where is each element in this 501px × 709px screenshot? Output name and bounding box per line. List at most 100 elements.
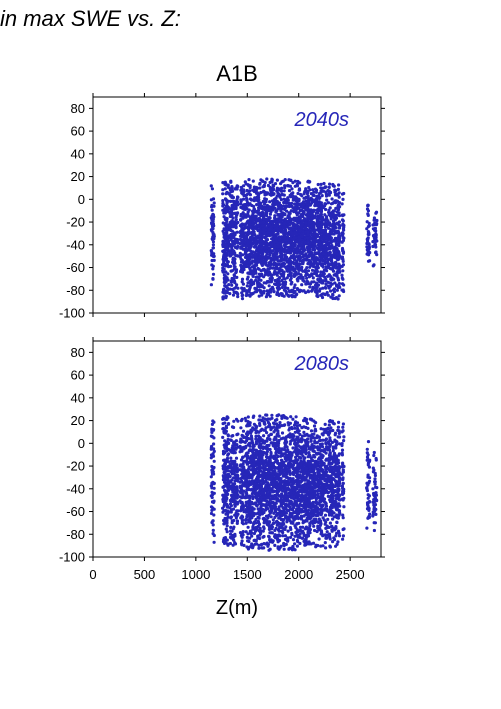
data-point: [224, 204, 228, 208]
data-point: [244, 479, 248, 483]
y-tick-label: -40: [66, 237, 85, 252]
data-point: [241, 253, 245, 257]
data-point: [340, 282, 345, 286]
data-point: [225, 481, 229, 485]
data-point: [247, 208, 251, 212]
data-point: [275, 186, 279, 190]
data-point: [228, 244, 232, 248]
data-point: [253, 196, 257, 200]
data-point: [290, 280, 294, 284]
data-point: [289, 249, 293, 253]
data-point: [302, 192, 306, 196]
data-point: [224, 442, 228, 446]
data-point: [268, 200, 272, 204]
data-point: [221, 229, 225, 233]
data-point: [306, 269, 311, 273]
data-point: [314, 266, 318, 270]
data-point: [265, 177, 269, 181]
data-point: [268, 294, 272, 298]
data-point: [303, 189, 307, 193]
data-point: [243, 252, 247, 256]
data-point: [244, 193, 249, 197]
data-point: [257, 521, 261, 525]
data-point: [252, 199, 256, 203]
data-point: [231, 250, 235, 255]
data-point: [273, 528, 277, 533]
data-point: [291, 288, 295, 292]
data-point: [262, 291, 266, 295]
data-point: [227, 422, 231, 426]
data-point: [295, 544, 299, 548]
data-point: [315, 202, 319, 206]
data-point: [320, 222, 324, 226]
y-tick-label: 0: [78, 192, 85, 207]
data-point: [288, 278, 292, 282]
data-point: [268, 185, 272, 189]
data-point: [325, 257, 330, 261]
data-point: [229, 499, 233, 503]
data-point: [261, 535, 265, 539]
data-point: [236, 195, 240, 199]
data-point: [324, 221, 328, 225]
data-point: [328, 250, 332, 254]
data-point: [232, 211, 236, 215]
y-tick-label: -20: [66, 215, 85, 230]
data-point: [273, 435, 277, 439]
data-point: [279, 259, 283, 263]
data-point: [210, 221, 214, 225]
data-point: [291, 227, 295, 231]
scatter-points-2080s: [209, 413, 379, 552]
data-point: [319, 254, 323, 258]
data-point: [306, 250, 311, 254]
data-point: [272, 187, 276, 192]
data-point: [324, 282, 328, 286]
data-point: [231, 293, 236, 297]
data-point: [269, 251, 273, 255]
data-point: [226, 434, 230, 438]
data-point: [334, 199, 338, 203]
data-point: [258, 212, 262, 216]
data-point: [285, 241, 289, 246]
data-point: [234, 203, 238, 207]
data-point: [245, 248, 249, 252]
data-point: [258, 186, 262, 190]
data-point: [228, 264, 233, 268]
data-point: [257, 195, 261, 199]
data-point: [233, 492, 238, 496]
data-point: [271, 204, 275, 208]
data-point: [314, 188, 319, 192]
data-point: [224, 490, 228, 494]
data-point: [334, 262, 338, 266]
data-point: [212, 234, 216, 238]
data-point: [324, 279, 328, 283]
data-point: [241, 494, 245, 498]
data-point: [223, 232, 227, 236]
data-point: [241, 206, 245, 210]
data-point: [226, 260, 230, 264]
data-point: [305, 192, 309, 196]
data-point: [224, 257, 229, 261]
data-point: [209, 484, 213, 488]
data-point: [340, 288, 344, 292]
data-point: [336, 276, 340, 280]
data-point: [294, 293, 298, 297]
data-point: [284, 416, 288, 420]
data-point: [273, 206, 277, 210]
data-point: [305, 266, 309, 270]
data-point: [368, 251, 372, 255]
data-point: [293, 426, 297, 430]
data-point: [366, 225, 370, 229]
data-point: [308, 203, 312, 207]
data-point: [334, 256, 338, 260]
data-point: [325, 216, 329, 221]
data-point: [288, 184, 292, 188]
data-point: [235, 486, 239, 490]
data-point: [239, 188, 243, 192]
data-point: [231, 241, 236, 245]
data-point: [245, 424, 249, 428]
data-point: [267, 443, 271, 447]
data-point: [212, 500, 216, 504]
data-point: [222, 263, 226, 267]
data-point: [234, 221, 238, 226]
